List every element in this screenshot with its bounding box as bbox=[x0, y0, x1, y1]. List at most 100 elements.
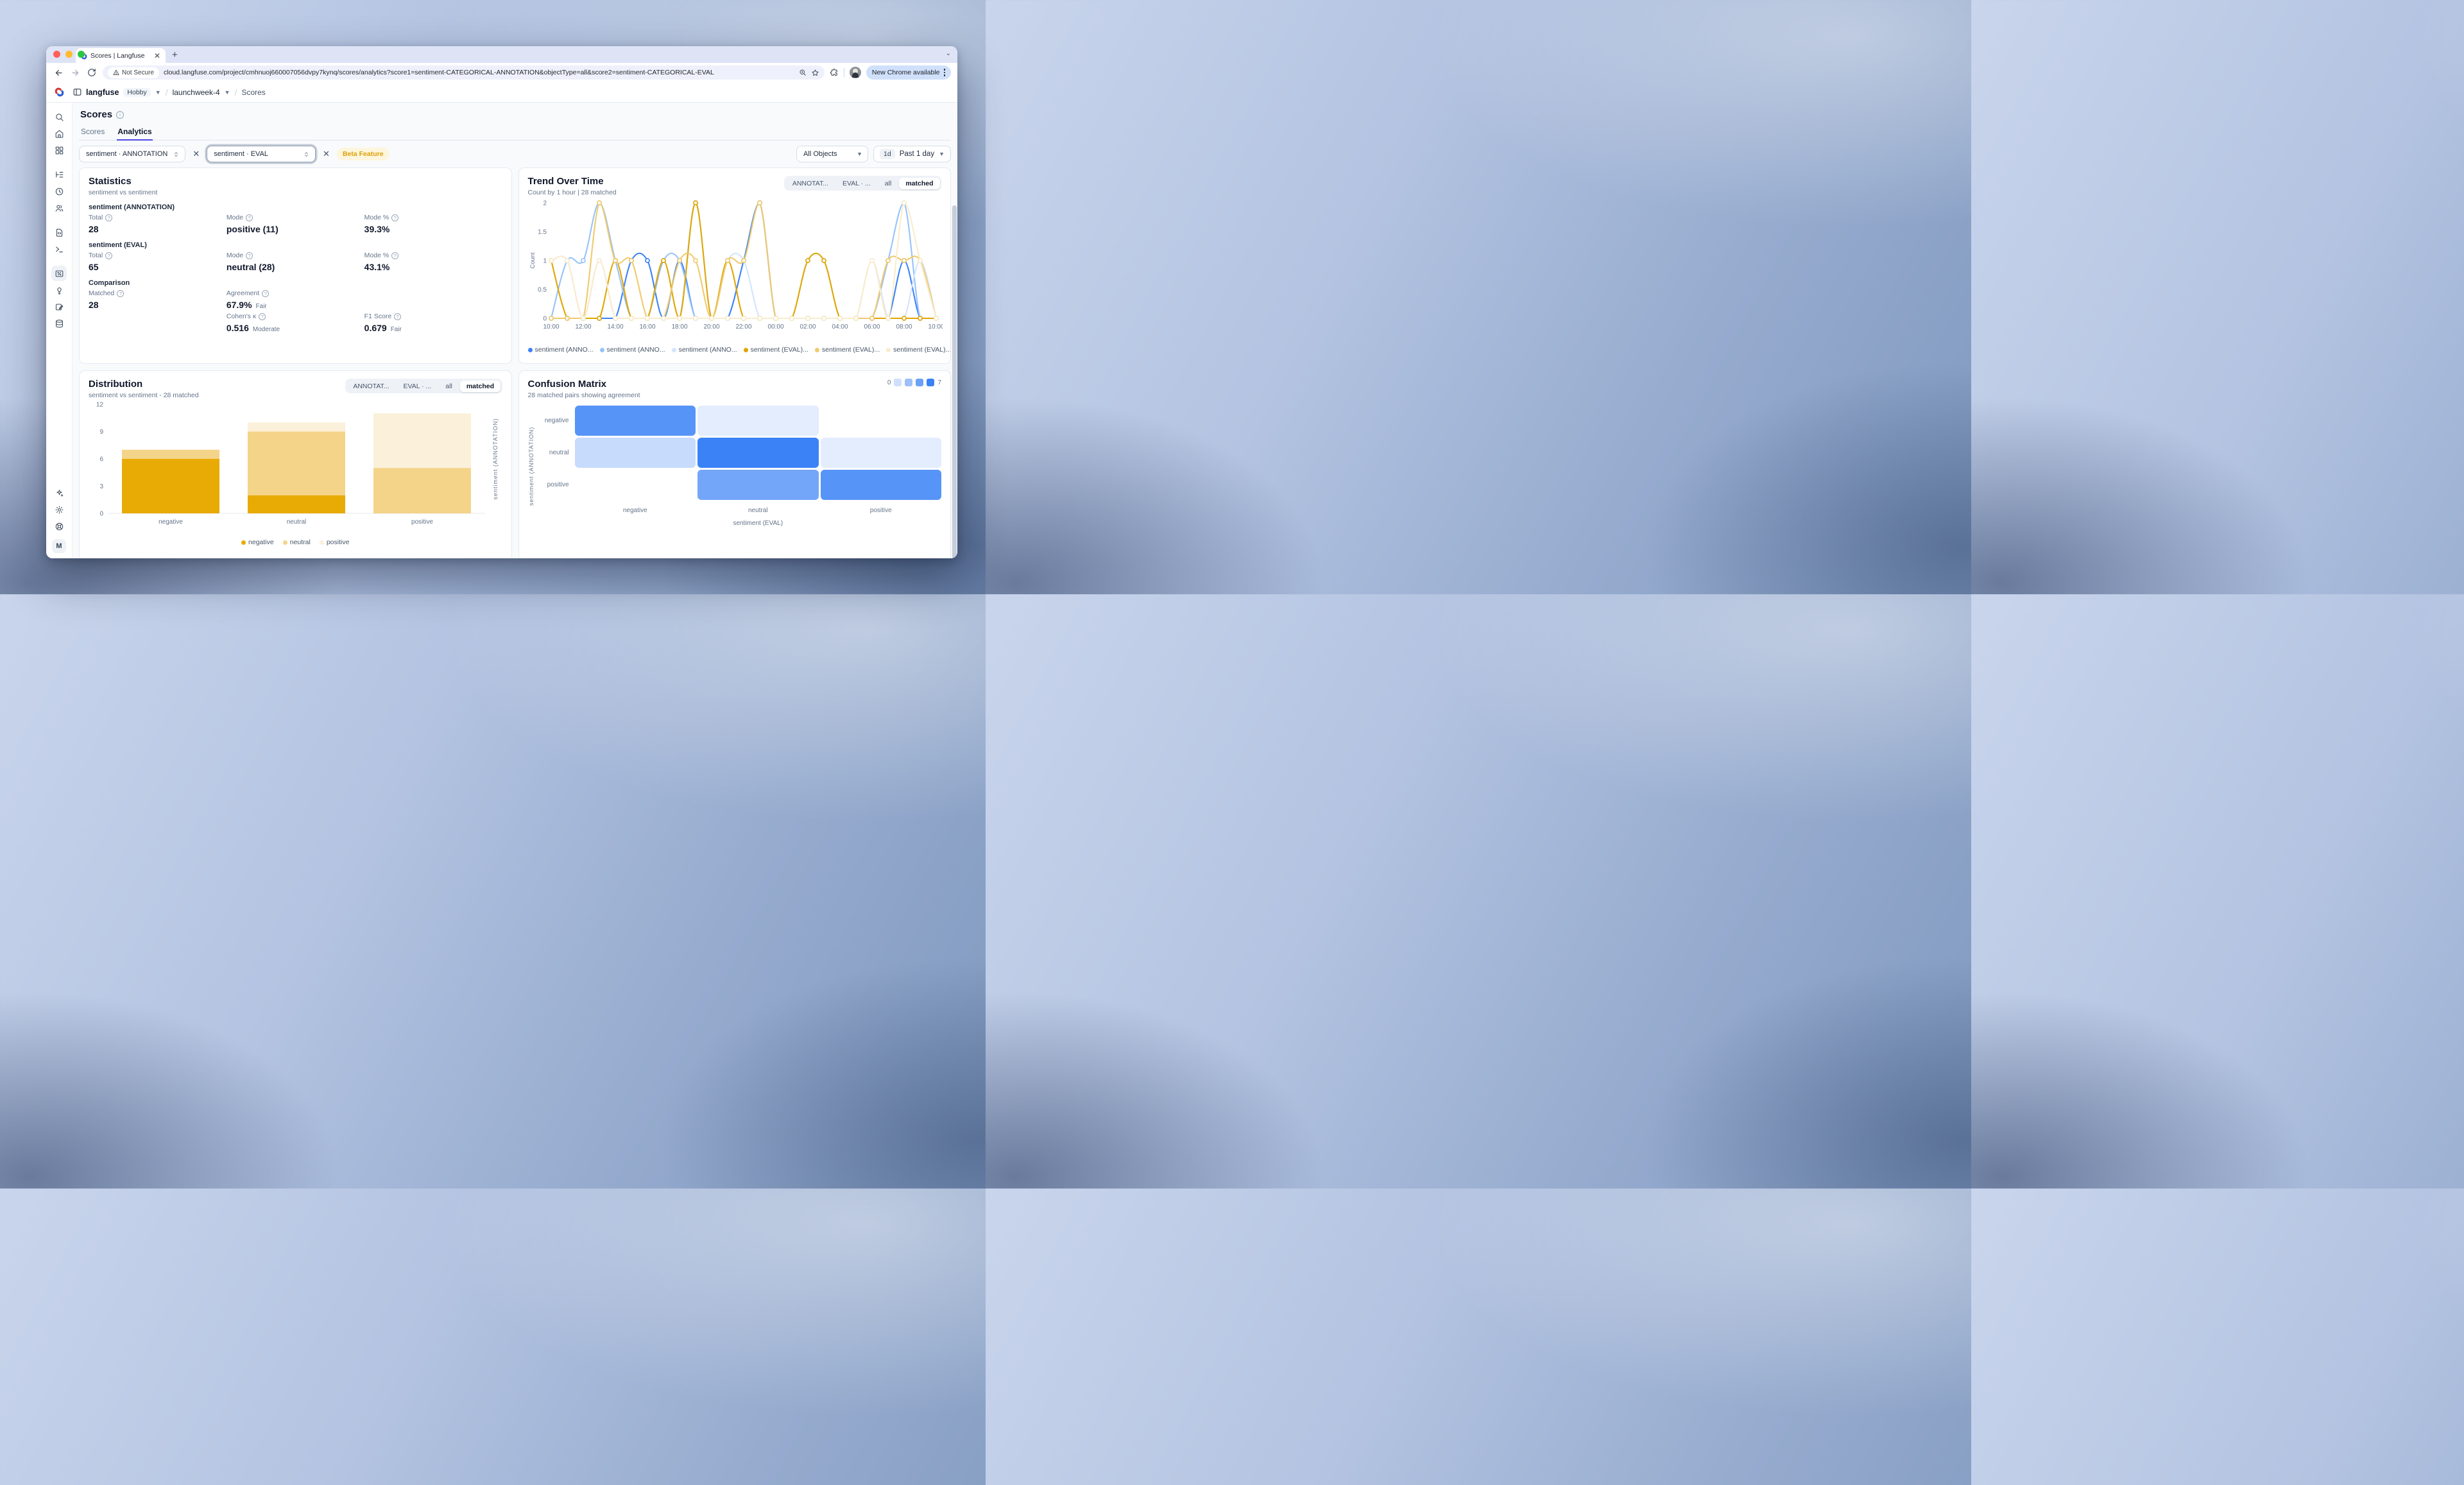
help-icon[interactable]: ? bbox=[117, 289, 124, 297]
help-icon[interactable]: ? bbox=[391, 252, 399, 259]
view-tab-eval-[interactable]: EVAL · ... bbox=[843, 179, 871, 187]
view-tab-eval-[interactable]: EVAL · ... bbox=[403, 382, 432, 390]
reload-button[interactable] bbox=[86, 67, 98, 78]
sidebar-item-traces[interactable] bbox=[51, 167, 67, 182]
breadcrumb-project[interactable]: launchweek-4 bbox=[172, 87, 220, 97]
metric-cohen-s-: Cohen's κ? 0.516 Moderate bbox=[227, 313, 364, 333]
view-tab-all[interactable]: all bbox=[884, 179, 892, 187]
help-icon[interactable]: ? bbox=[259, 313, 266, 320]
metric-label: Agreement? bbox=[227, 289, 364, 297]
user-avatar[interactable]: M bbox=[52, 539, 66, 553]
chevron-down-icon[interactable]: ▼ bbox=[224, 89, 230, 96]
sidebar-item-datasets[interactable] bbox=[51, 316, 67, 331]
zoom-icon[interactable] bbox=[799, 69, 807, 76]
minimize-window-button[interactable] bbox=[65, 51, 73, 58]
back-button[interactable] bbox=[53, 67, 64, 78]
svg-text:06:00: 06:00 bbox=[864, 323, 880, 330]
legend-item-positive[interactable]: positive bbox=[319, 538, 349, 546]
help-icon[interactable]: ? bbox=[105, 252, 113, 259]
tab-scores[interactable]: Scores bbox=[81, 127, 105, 136]
sidebar-item-sessions[interactable] bbox=[51, 184, 67, 199]
data-point bbox=[869, 258, 875, 263]
legend-item-neutral[interactable]: neutral bbox=[282, 538, 311, 546]
legend-dot bbox=[814, 347, 819, 352]
page-scrollbar-thumb[interactable] bbox=[952, 205, 957, 558]
info-icon[interactable]: i bbox=[116, 110, 124, 119]
tab-analytics[interactable]: Analytics bbox=[117, 124, 153, 141]
help-icon[interactable]: ? bbox=[262, 289, 270, 297]
menu-kebab-icon[interactable] bbox=[943, 69, 945, 76]
view-tab-annotat-[interactable]: ANNOTAT... bbox=[792, 179, 829, 187]
sidebar-item-annotation-queues[interactable] bbox=[51, 299, 67, 314]
help-icon[interactable]: ? bbox=[246, 252, 253, 259]
legend-item-sentiment-annotation-positive[interactable]: sentiment (ANNO... bbox=[671, 346, 737, 354]
sidebar-item-users[interactable] bbox=[51, 200, 67, 216]
browser-tab[interactable]: Scores | Langfuse ✕ bbox=[76, 48, 166, 63]
legend-item-sentiment-eval-negative[interactable]: sentiment (EVAL)... bbox=[743, 346, 809, 354]
maximize-window-button[interactable] bbox=[78, 51, 85, 58]
breadcrumb-divider: / bbox=[234, 87, 237, 98]
score2-select[interactable]: sentiment · EVAL bbox=[207, 146, 316, 162]
metric-label: Total? bbox=[89, 252, 227, 259]
svg-text:9: 9 bbox=[99, 429, 103, 436]
extensions-icon[interactable] bbox=[830, 68, 839, 77]
stats-metric-row: Matched? 28 Agreement? 67.9% Fair bbox=[89, 289, 502, 310]
data-point bbox=[805, 258, 810, 263]
address-bar[interactable]: Not Secure cloud.langfuse.com/project/cm… bbox=[103, 65, 825, 80]
data-point bbox=[580, 316, 586, 321]
chrome-update-pill[interactable]: New Chrome available bbox=[866, 65, 951, 80]
metric-label: Mode %? bbox=[364, 214, 502, 221]
traces-icon bbox=[55, 171, 63, 177]
metric-label: Matched? bbox=[89, 289, 227, 297]
view-tab-annotat-[interactable]: ANNOTAT... bbox=[353, 382, 389, 390]
tab-close-icon[interactable]: ✕ bbox=[153, 51, 160, 60]
legend-item-negative[interactable]: negative bbox=[241, 538, 274, 546]
filter-row: sentiment · ANNOTATION ✕ sentiment · EVA… bbox=[79, 146, 951, 162]
window-controls bbox=[53, 51, 85, 58]
remove-score1-button[interactable]: ✕ bbox=[193, 149, 200, 159]
legend-item-sentiment-annotation-neutral[interactable]: sentiment (ANNO... bbox=[599, 346, 665, 354]
sidebar-toggle-icon[interactable] bbox=[73, 87, 82, 97]
object-filter-select[interactable]: All Objects ▼ bbox=[796, 146, 869, 162]
bar-segment-neutral-positive bbox=[248, 422, 345, 432]
legend-item-sentiment-annotation-negative[interactable]: sentiment (ANNO... bbox=[527, 346, 594, 354]
legend-item-sentiment-eval-neutral[interactable]: sentiment (EVAL)... bbox=[814, 346, 880, 354]
plan-badge[interactable]: Hobby bbox=[123, 87, 151, 97]
data-point bbox=[596, 200, 602, 205]
help-icon[interactable]: ? bbox=[391, 214, 399, 221]
legend-item-sentiment-eval-positive[interactable]: sentiment (EVAL)... bbox=[886, 346, 950, 354]
help-icon[interactable]: ? bbox=[105, 214, 113, 221]
confusion-col-label-negative: negative bbox=[622, 507, 647, 514]
remove-score2-button[interactable]: ✕ bbox=[323, 149, 330, 159]
data-point bbox=[692, 258, 698, 263]
not-secure-chip[interactable]: Not Secure bbox=[108, 67, 160, 78]
bookmark-star-icon[interactable] bbox=[811, 69, 819, 77]
forward-button[interactable] bbox=[69, 67, 81, 78]
view-tab-matched[interactable]: matched bbox=[899, 177, 940, 189]
sidebar-item-home[interactable] bbox=[51, 126, 67, 141]
help-icon[interactable]: ? bbox=[246, 214, 253, 221]
annotation-queues-icon bbox=[55, 304, 63, 310]
data-point bbox=[564, 316, 570, 321]
sidebar-item-prompts[interactable] bbox=[51, 225, 67, 240]
date-range-button[interactable]: 1d Past 1 day ▼ bbox=[873, 146, 951, 162]
sparkles-icon bbox=[56, 489, 63, 497]
tab-search-chevron-icon[interactable]: ⌄ bbox=[945, 50, 951, 57]
view-tab-matched[interactable]: matched bbox=[459, 380, 501, 392]
sidebar-item-settings[interactable] bbox=[51, 502, 67, 517]
sidebar-item-scores[interactable] bbox=[51, 266, 67, 281]
chevron-down-icon[interactable]: ▼ bbox=[155, 89, 161, 96]
profile-avatar[interactable] bbox=[849, 67, 861, 78]
help-icon[interactable]: ? bbox=[394, 313, 402, 320]
sidebar-item-playground[interactable] bbox=[51, 241, 67, 257]
new-tab-button[interactable]: + bbox=[172, 49, 178, 60]
sidebar-item-sparkles[interactable] bbox=[51, 485, 67, 501]
sidebar-item-evaluators[interactable] bbox=[51, 282, 67, 298]
sidebar-item-support[interactable] bbox=[51, 519, 67, 534]
sidebar-item-dashboards[interactable] bbox=[51, 142, 67, 158]
sidebar-item-search[interactable] bbox=[51, 109, 67, 124]
breadcrumb-org[interactable]: langfuse bbox=[86, 87, 119, 97]
close-window-button[interactable] bbox=[53, 51, 60, 58]
view-tab-all[interactable]: all bbox=[445, 382, 452, 390]
score1-select[interactable]: sentiment · ANNOTATION bbox=[79, 146, 186, 162]
